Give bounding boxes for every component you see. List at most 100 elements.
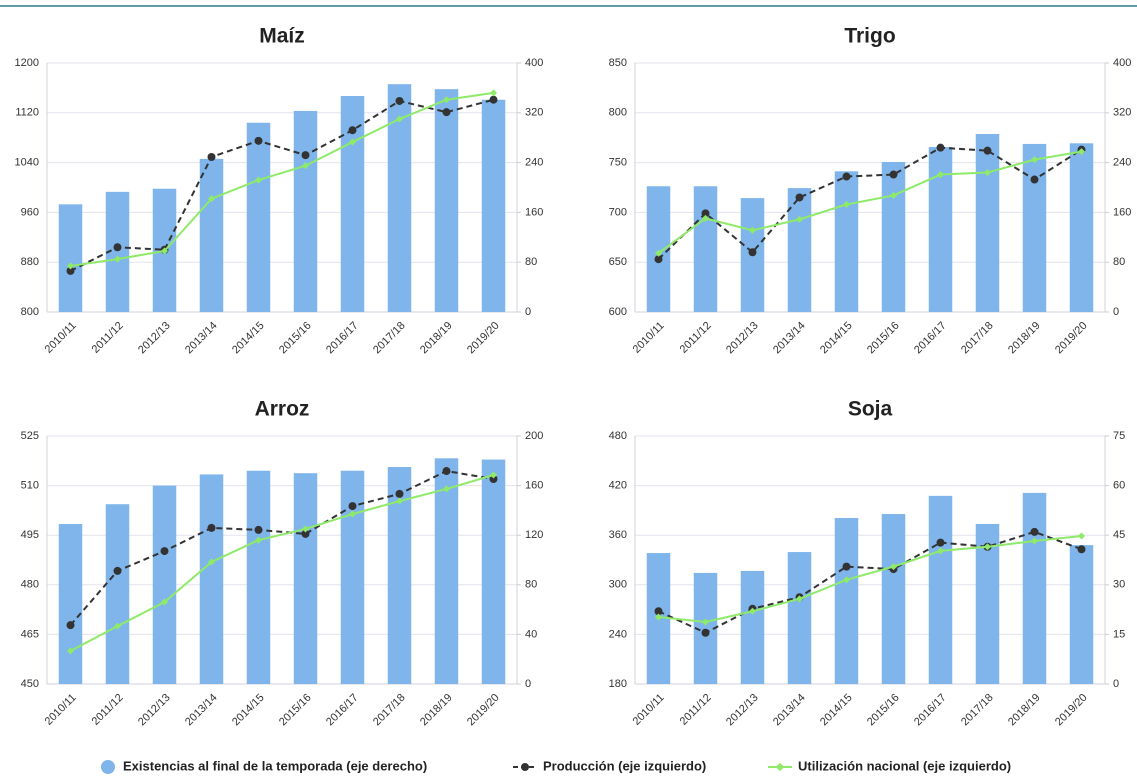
point [254,136,263,145]
point [442,467,451,476]
point [66,262,75,270]
point [254,525,263,534]
point [936,538,945,547]
point [983,543,992,551]
y2-tick-label: 400 [525,57,543,69]
point [701,628,710,637]
x-tick-label: 2019/20 [1053,692,1090,729]
y-tick-label: 650 [609,256,627,268]
x-tick-label: 2015/16 [865,692,902,729]
point [1077,545,1086,554]
point [748,226,757,234]
bar [152,485,177,684]
bar [975,523,1000,684]
bar [340,470,365,684]
line [658,535,1082,624]
point [348,138,357,146]
x-tick-label: 2017/18 [959,320,996,357]
point [842,562,851,571]
point [395,115,404,123]
y-tick-label: 480 [21,579,39,591]
point [113,566,122,575]
y2-tick-label: 60 [1113,480,1125,492]
y2-tick-label: 160 [525,480,543,492]
y-tick-label: 495 [21,529,39,541]
y2-tick-label: 320 [1113,107,1131,119]
point [983,169,992,177]
legend-swatch [521,763,529,771]
point [254,536,263,544]
bar [834,171,859,312]
bar [928,147,953,312]
y2-tick-label: 30 [1113,579,1125,591]
point [207,195,216,203]
y2-tick-label: 0 [1113,306,1119,318]
x-tick-label: 2012/13 [136,320,173,357]
point [489,89,498,97]
bar [434,458,459,684]
bar [293,110,318,313]
y-tick-label: 960 [21,206,39,218]
point [207,523,216,532]
y-tick-label: 750 [609,157,627,169]
point [701,214,710,222]
point [442,96,451,104]
point [842,576,851,584]
x-tick-label: 2012/13 [136,692,173,729]
point [489,474,498,483]
point [889,191,898,200]
point [842,172,851,181]
y-tick-label: 600 [609,306,627,318]
y2-tick-label: 160 [1113,206,1131,218]
y2-tick-label: 160 [525,206,543,218]
point [301,162,310,170]
y2-tick-label: 400 [1113,57,1131,69]
x-tick-label: 2015/16 [865,320,902,357]
bar [787,552,812,684]
y-tick-label: 700 [609,206,627,218]
point [348,510,357,518]
point [66,266,75,275]
point [160,547,169,556]
x-tick-label: 2011/12 [678,320,714,356]
point [66,621,75,630]
y2-tick-label: 0 [525,306,531,318]
point [1030,175,1039,184]
x-tick-label: 2014/15 [230,320,267,357]
x-tick-label: 2010/11 [631,692,667,728]
x-tick-label: 2014/15 [818,692,855,729]
point [795,215,804,223]
x-tick-label: 2018/19 [1006,320,1043,357]
point [748,607,757,615]
y2-tick-label: 80 [1113,256,1125,268]
x-tick-label: 2018/19 [418,692,455,729]
x-tick-label: 2011/12 [90,320,126,356]
x-tick-label: 2018/19 [418,320,455,357]
bar [293,473,318,684]
y-tick-label: 850 [609,57,627,69]
point [654,613,663,621]
bar [340,95,365,313]
point [983,146,992,155]
x-tick-label: 2012/13 [724,320,761,357]
chart-title: Maíz [259,25,305,48]
bar [58,204,83,312]
point [889,563,898,571]
x-tick-label: 2017/18 [371,692,408,729]
x-tick-label: 2013/14 [771,692,808,729]
bar [434,89,459,313]
bar [1022,143,1047,312]
bar [1022,492,1047,684]
point [1030,527,1039,536]
y-tick-label: 420 [609,480,627,492]
y-tick-label: 1040 [15,157,39,169]
point [301,151,310,160]
y-tick-label: 800 [609,107,627,119]
y-tick-label: 510 [21,480,39,492]
y2-tick-label: 120 [525,529,543,541]
x-tick-label: 2014/15 [818,320,855,357]
y-tick-label: 480 [609,430,627,442]
line [70,98,494,272]
bar [975,133,1000,312]
